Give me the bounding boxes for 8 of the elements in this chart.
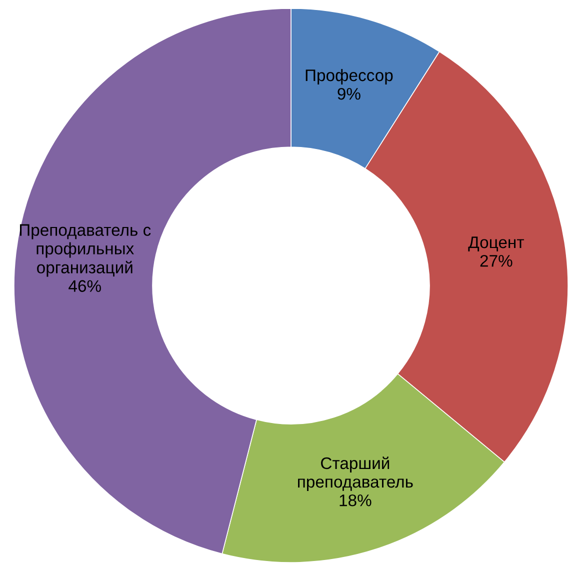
slice-label: Преподаватель с профильных организаций	[20, 224, 151, 277]
data-label: 18%	[340, 494, 372, 506]
data-label: 27%	[480, 254, 512, 267]
slice-label: Доцент	[468, 236, 524, 252]
slice-label: Старший преподаватель	[298, 456, 413, 491]
slice-label: Профессор	[306, 68, 393, 84]
data-label: 9%	[338, 88, 360, 100]
data-label: 46%	[68, 280, 101, 292]
